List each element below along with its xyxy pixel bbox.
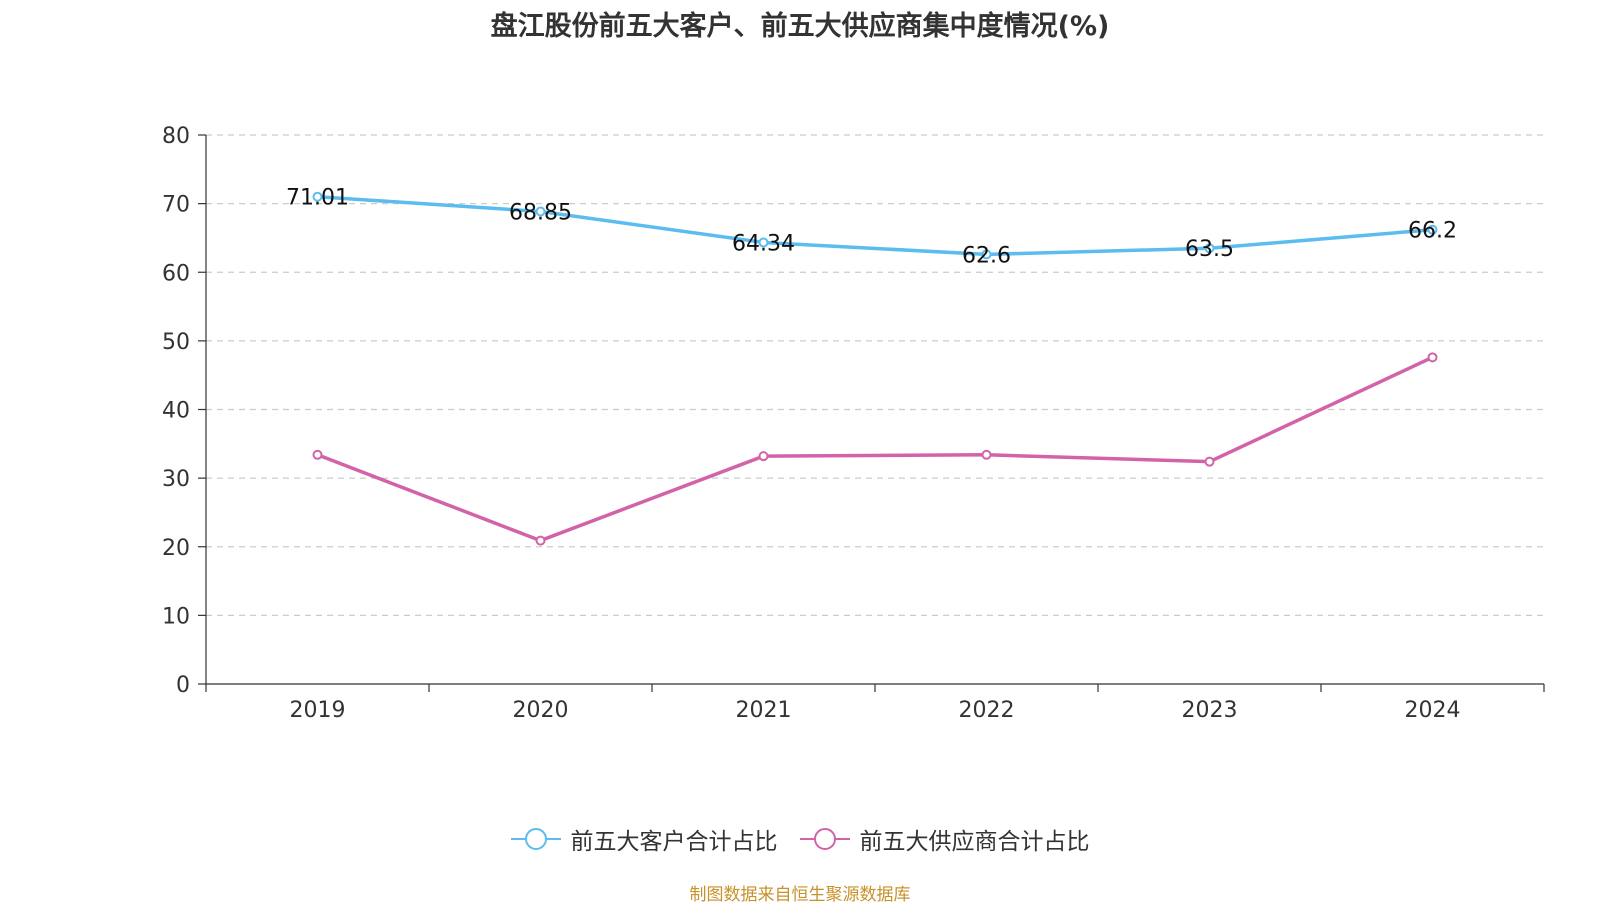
label-layer: 71.01 68.85 64.34 62.6 63.5 66.2 — [286, 186, 1457, 269]
legend-marker-icon — [510, 828, 561, 850]
data-label: 71.01 — [286, 186, 349, 211]
y-tick-label: 70 — [162, 193, 190, 218]
x-tick-label: 2023 — [1182, 698, 1238, 723]
data-label: 66.2 — [1408, 219, 1457, 244]
legend: 前五大客户合计占比 前五大供应商合计占比 — [0, 822, 1600, 856]
chart-title: 盘江股份前五大客户、前五大供应商集中度情况(%) — [490, 11, 1110, 42]
legend-item[interactable]: 前五大供应商合计占比 — [799, 822, 1090, 856]
y-tick-label: 10 — [162, 604, 190, 629]
legend-item[interactable]: 前五大客户合计占比 — [510, 822, 778, 856]
x-tick-label: 2024 — [1405, 698, 1461, 723]
series-line-0 — [315, 194, 1435, 257]
y-tick-label: 50 — [162, 330, 190, 355]
data-point — [1427, 352, 1438, 363]
y-tick-label: 30 — [162, 467, 190, 492]
x-tick-label: 2021 — [736, 698, 792, 723]
data-point — [312, 449, 323, 460]
data-point — [981, 249, 992, 260]
data-point — [1204, 456, 1215, 467]
y-tick-label: 80 — [162, 124, 190, 149]
x-tick-label: 2020 — [513, 698, 569, 723]
data-label: 62.6 — [962, 243, 1011, 268]
grid-layer — [206, 134, 1544, 616]
data-point — [758, 237, 769, 248]
source-note: 制图数据来自恒生聚源数据库 — [689, 885, 911, 905]
axis-layer: 0 10 20 30 40 50 60 70 80 2019 2020 2021 2022 2023 202… — [162, 124, 1545, 723]
data-label: 68.85 — [509, 201, 572, 226]
x-tick-label: 2019 — [290, 698, 346, 723]
y-tick-label: 0 — [176, 673, 190, 698]
series-layer — [312, 191, 1438, 546]
data-label: 63.5 — [1185, 237, 1234, 262]
data-point — [981, 449, 992, 460]
data-label: 64.34 — [732, 231, 795, 256]
y-tick-label: 40 — [162, 399, 190, 424]
x-tick-label: 2022 — [959, 698, 1015, 723]
data-point — [535, 535, 546, 546]
legend-label: 前五大客户合计占比 — [570, 829, 778, 855]
legend-label: 前五大供应商合计占比 — [859, 829, 1090, 855]
data-point — [758, 451, 769, 462]
y-tick-label: 20 — [162, 536, 190, 561]
series-line-1 — [315, 355, 1435, 543]
y-tick-label: 60 — [162, 261, 190, 286]
legend-marker-circle — [524, 828, 547, 850]
data-point — [312, 191, 323, 202]
legend-marker-circle — [813, 828, 836, 850]
legend-marker-icon — [799, 828, 850, 850]
data-point — [1204, 243, 1215, 254]
data-point — [1427, 224, 1438, 235]
data-point — [535, 206, 546, 217]
